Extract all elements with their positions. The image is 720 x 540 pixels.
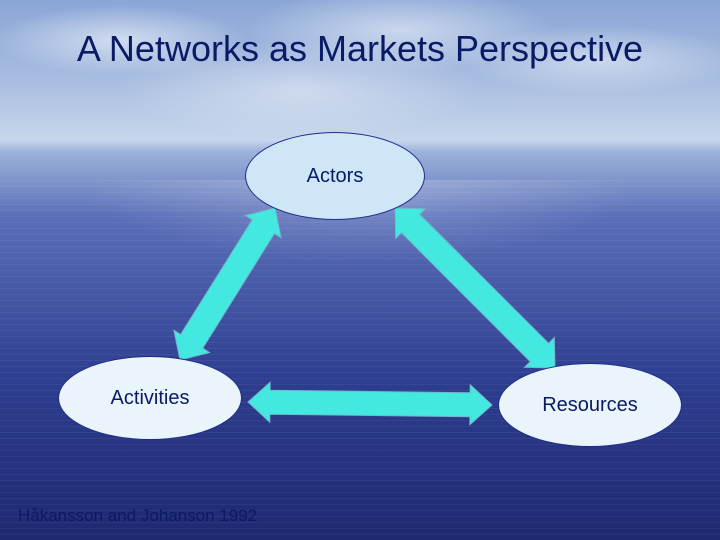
citation-text: Håkansson and Johanson 1992: [18, 506, 257, 526]
node-resources-label: Resources: [542, 394, 638, 417]
node-resources: Resources: [498, 363, 682, 447]
diagram-edges: [0, 0, 720, 540]
edge-actors-activities: [174, 208, 281, 360]
node-activities-label: Activities: [111, 387, 190, 410]
node-activities: Activities: [58, 356, 242, 440]
node-actors-label: Actors: [307, 165, 364, 188]
edge-actors-resources: [395, 208, 555, 368]
node-actors: Actors: [245, 132, 425, 220]
slide: A Networks as Markets Perspective Actors…: [0, 0, 720, 540]
edge-activities-resources: [248, 382, 492, 424]
slide-title: A Networks as Markets Perspective: [0, 28, 720, 70]
